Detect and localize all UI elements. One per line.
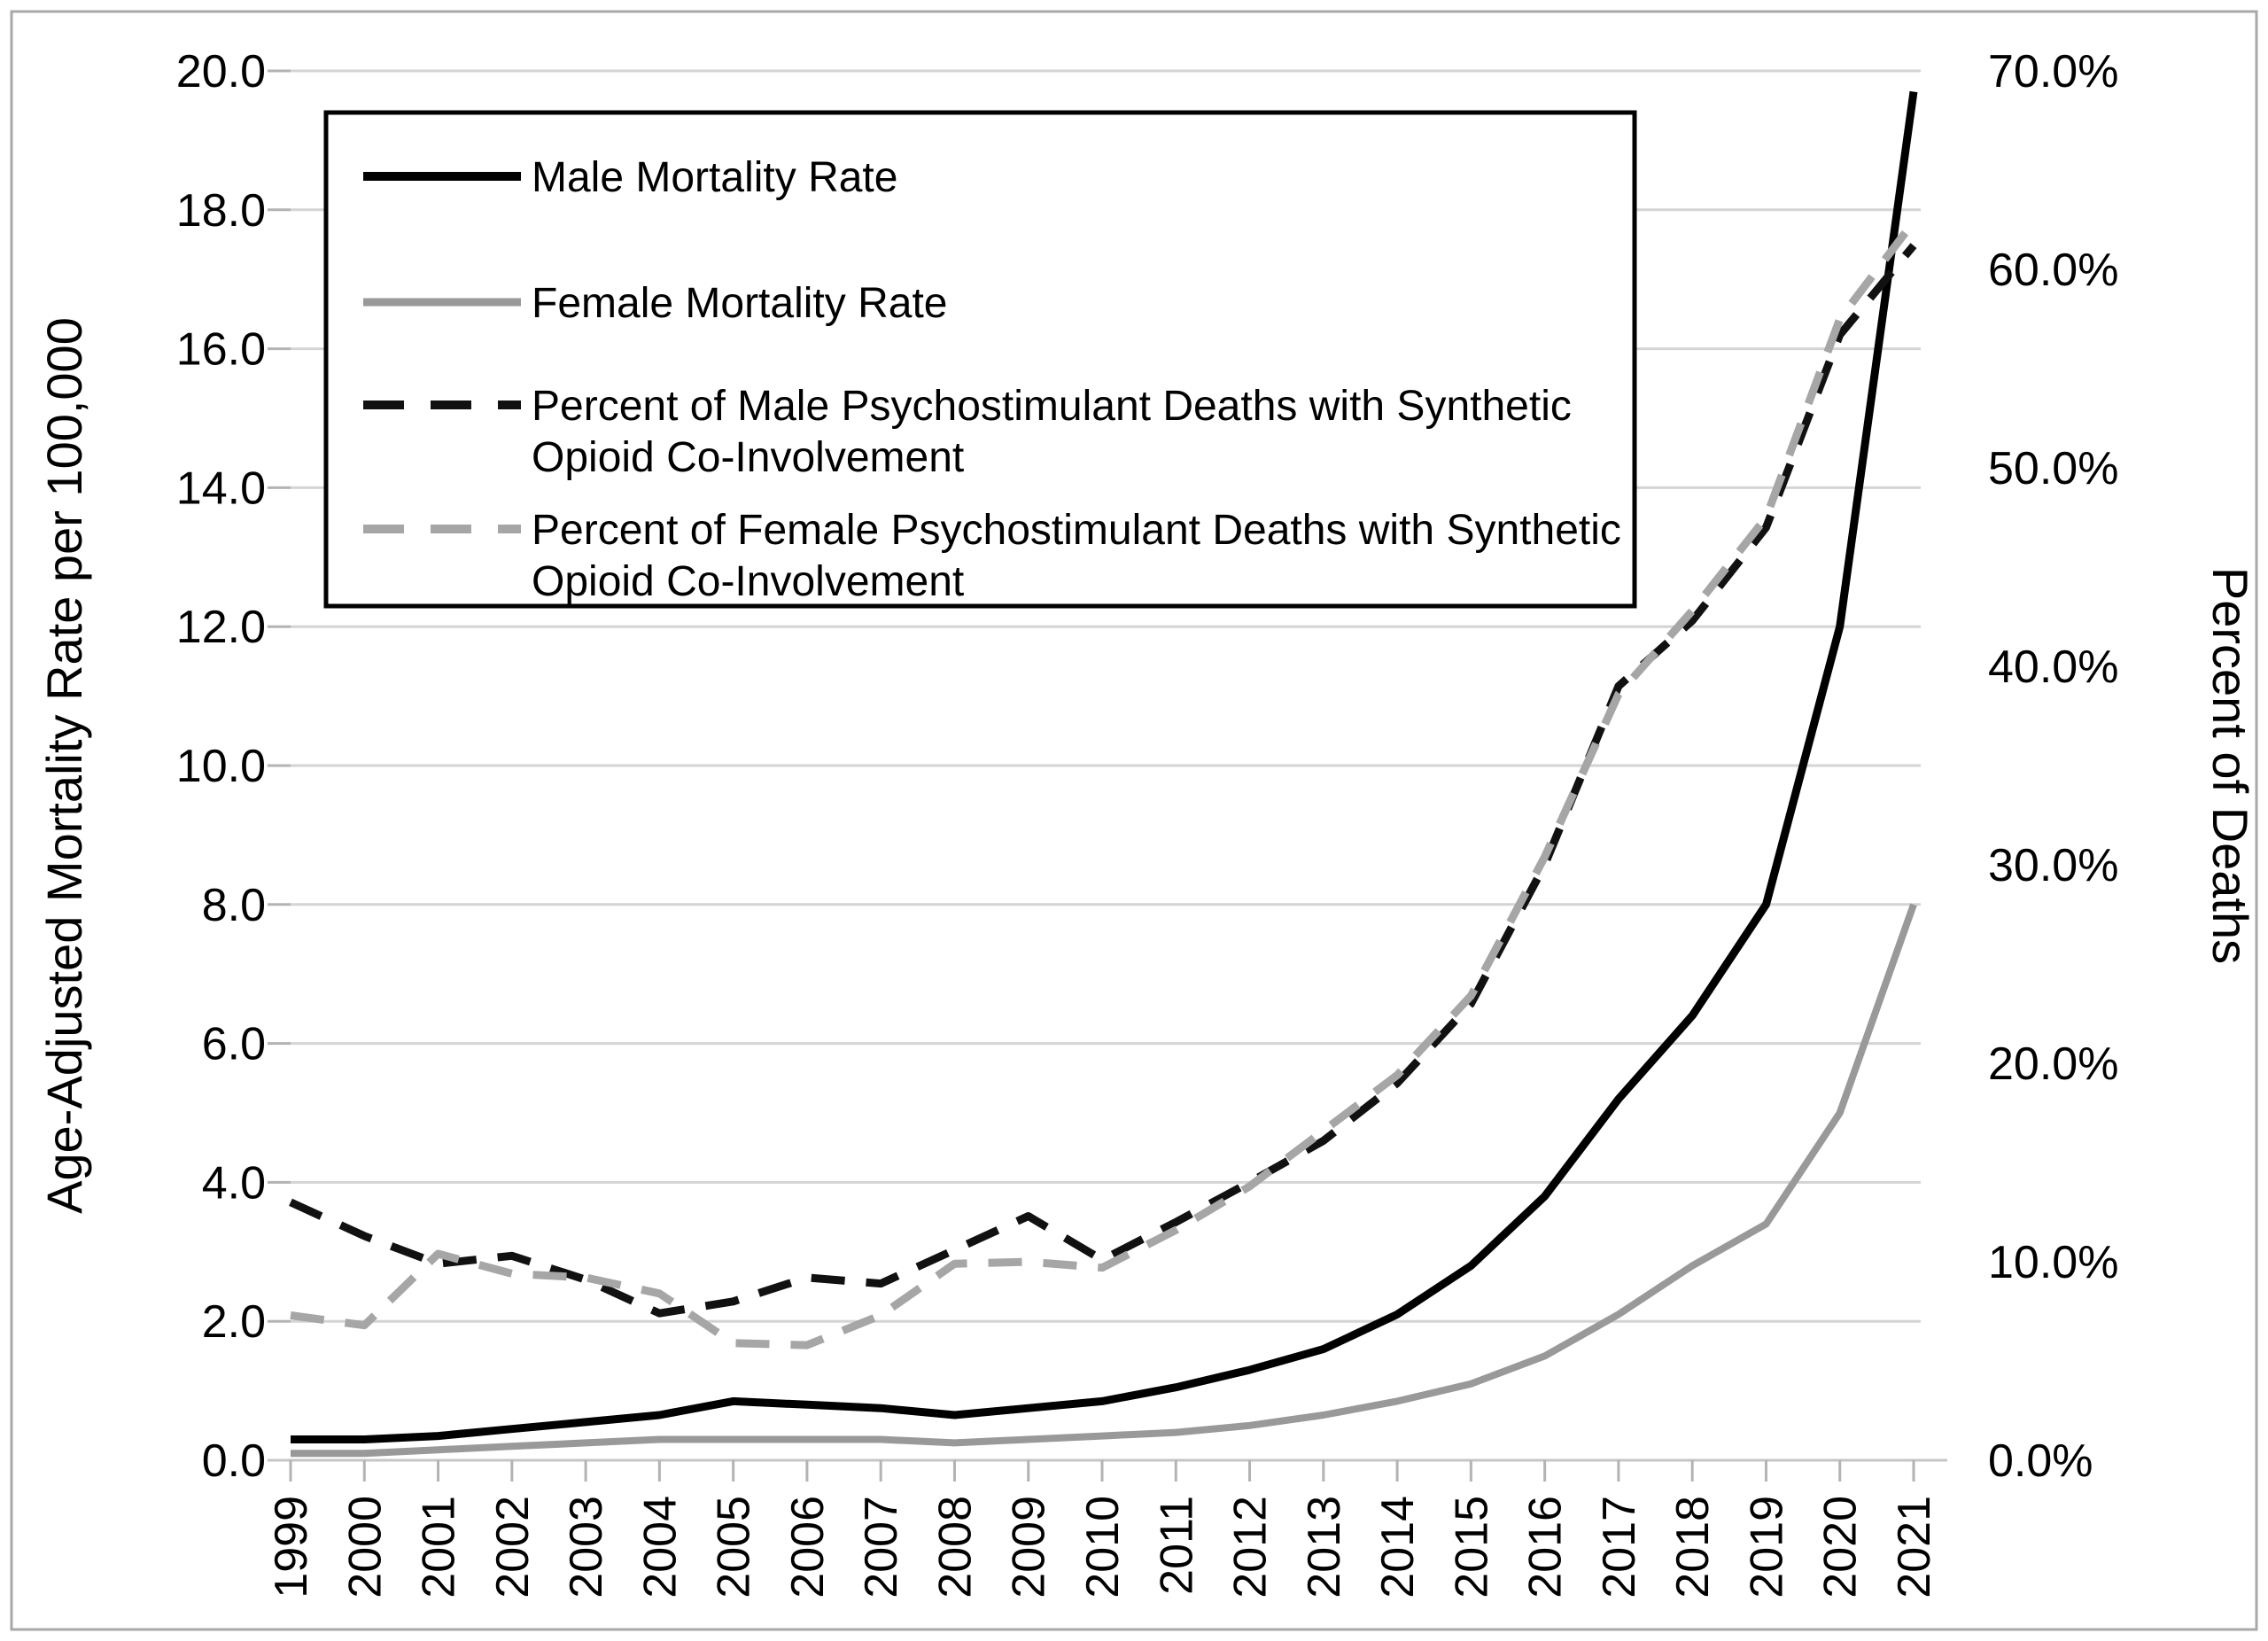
left-axis-tick-labels: 0.0 2.0 4.0 6.0 8.0 10.0 12.0 14.0 16.0 18.0 20.0 [176,46,266,1487]
left-axis-tick-label: 6.0 [202,1019,266,1070]
right-axis-tick-label: 40.0% [1988,642,2118,693]
x-axis-tick-label: 2001 [414,1496,465,1598]
x-axis-tick-label: 2019 [1741,1496,1792,1598]
series-line-1 [291,903,1917,1458]
x-axis-tick-label: 2013 [1299,1496,1350,1598]
right-axis-title: Percent of Deaths [2202,567,2258,964]
left-axis-tick-label: 4.0 [202,1157,266,1209]
left-axis-tick-label: 10.0 [176,741,266,792]
x-axis-tick-label: 2007 [856,1496,907,1598]
legend-label-1: Female Mortality Rate [532,280,947,327]
x-axis-tick-label: 1999 [266,1496,317,1598]
x-axis-tick-label: 2008 [929,1496,981,1598]
left-axis-tick-label: 20.0 [176,46,266,97]
x-axis-tick-label: 2012 [1225,1496,1277,1598]
right-axis-tick-label: 0.0% [1988,1435,2093,1487]
x-axis-tick-label: 2018 [1667,1496,1719,1598]
legend-label-3: Opioid Co-Involvement [532,558,964,605]
legend-label-2: Opioid Co-Involvement [532,434,964,481]
x-axis-tick-label: 2014 [1372,1496,1424,1598]
left-axis-title: Age-Adjusted Mortality Rate per 100,000 [36,317,92,1214]
x-axis-tick-label: 2020 [1815,1496,1867,1598]
figure-border [10,10,2258,1631]
x-axis-tick-label: 2009 [1004,1496,1055,1598]
legend-label-3: Percent of Female Psychostimulant Deaths… [532,507,1621,554]
x-axis-tick-label: 2017 [1594,1496,1645,1598]
x-axis-tick-label: 2016 [1520,1496,1572,1598]
x-axis-tick-label: 2010 [1077,1496,1129,1598]
x-axis-tick-label: 2000 [339,1496,391,1598]
left-axis-tick-label: 0.0 [202,1435,266,1487]
left-axis-tick-label: 16.0 [176,324,266,376]
left-axis-tick-label: 2.0 [202,1296,266,1348]
left-axis-tick-label: 8.0 [202,880,266,931]
x-axis-tick-label: 2006 [782,1496,834,1598]
right-axis-tick-label: 10.0% [1988,1237,2118,1288]
x-axis-tick-label: 2003 [561,1496,612,1598]
legend-box [323,110,1637,609]
left-axis-tick-label: 12.0 [176,602,266,653]
x-axis-tick-label: 2021 [1889,1496,1940,1598]
x-axis-tick-label: 2004 [634,1496,686,1598]
right-axis-tick-label: 20.0% [1988,1038,2118,1090]
legend-label-2: Percent of Male Psychostimulant Deaths w… [532,383,1572,430]
left-axis-tick-label: 14.0 [176,463,266,514]
left-axis-tick-label: 18.0 [176,185,266,237]
right-axis-tick-label: 50.0% [1988,443,2118,494]
x-axis-tick-label: 2015 [1446,1496,1497,1598]
legend: Male Mortality Rate Female Mortality Rate… [323,110,1637,609]
legend-labels: Male Mortality Rate Female Mortality Rate… [532,154,1621,605]
right-axis-tick-label: 70.0% [1988,46,2118,97]
right-axis-tick-label: 60.0% [1988,245,2118,296]
series-line-0 [291,90,1918,1443]
right-axis-tick-labels: 0.0% 10.0% 20.0% 30.0% 40.0% 50.0% 60.0% 70.0% [1988,46,2118,1487]
x-axis-tick-label: 2011 [1151,1496,1202,1595]
x-axis-ticks [289,1460,1915,1482]
legend-label-0: Male Mortality Rate [532,154,897,201]
x-axis-tick-label: 2005 [709,1496,760,1598]
series-line-3 [290,219,1917,1349]
right-axis-tick-label: 30.0% [1988,840,2118,891]
series [289,90,1918,1458]
x-axis-tick-labels: 1999 2000 2001 2002 2003 2004 2005 2006 2007 2008… [266,1496,1940,1598]
x-axis-tick-label: 2002 [487,1496,539,1598]
